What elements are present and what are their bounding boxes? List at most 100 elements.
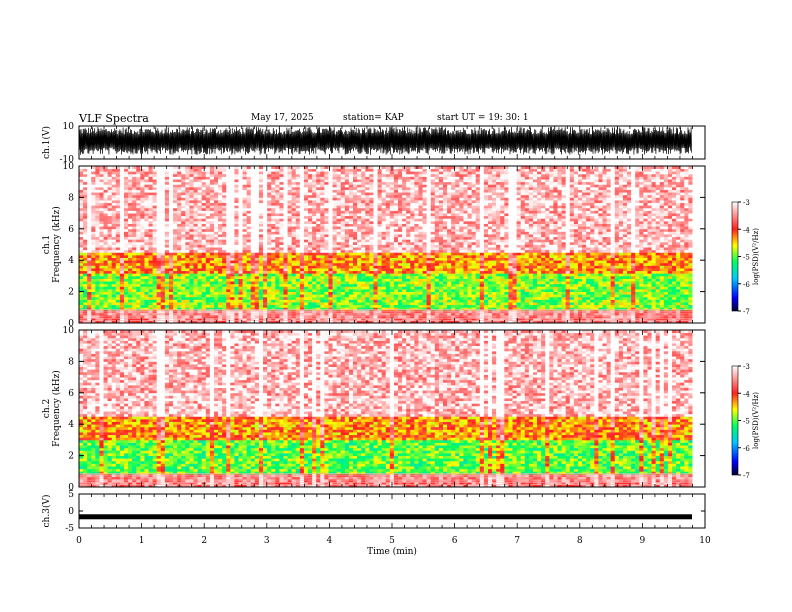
ch1-spec-cell xyxy=(344,181,350,185)
ch1-spec-cell xyxy=(132,202,137,206)
ch1-spec-cell xyxy=(87,283,92,287)
ch1-spec-cell xyxy=(168,249,174,253)
ch1-spec-cell xyxy=(177,270,182,274)
ch1-spec-cell xyxy=(393,307,399,311)
ch1-spec-cell xyxy=(164,302,170,306)
ch1-spec-cell xyxy=(213,231,219,235)
ch1-spec-cell xyxy=(357,189,362,193)
ch1-spec-cell xyxy=(173,304,178,308)
ch1-spec-cell xyxy=(381,202,387,206)
ch1-spec-cell xyxy=(197,320,203,324)
ch1-spec-cell xyxy=(201,179,207,183)
ch1-spec-cell xyxy=(87,179,92,183)
ch1-spec-cell xyxy=(246,200,252,204)
ch1-spec-cell xyxy=(83,218,88,222)
ch1-spec-cell xyxy=(275,275,280,279)
ch1-spec-cell xyxy=(238,283,243,287)
ch1-spec-cell xyxy=(230,218,235,222)
ch1-spec-cell xyxy=(218,294,223,298)
ch1-spec-cell xyxy=(213,202,219,206)
ch1-spec-cell xyxy=(291,181,297,185)
ch1-spec-cell xyxy=(308,320,313,324)
ch1-spec-cell xyxy=(389,296,395,300)
ch1-spec-cell xyxy=(365,320,370,324)
ch1-spec-cell xyxy=(369,223,374,227)
ch1-spec-cell xyxy=(201,296,207,300)
ch1-spec-cell xyxy=(361,278,366,282)
ch1-spec-cell xyxy=(168,200,174,204)
ch1-spec-cell xyxy=(201,231,207,235)
ch1-spec-cell xyxy=(332,312,338,316)
ch1-spec-cell xyxy=(291,262,297,266)
ch1-spec-cell xyxy=(128,244,133,248)
ch1-spec-cell xyxy=(128,262,133,266)
ch1-spec-cell xyxy=(267,294,272,298)
ch1-spec-cell xyxy=(303,234,309,238)
ch1-spec-cell xyxy=(258,312,264,316)
ch1-spec-cell xyxy=(267,304,272,308)
ch1-spec-cell xyxy=(250,268,256,272)
ch1-spec-cell xyxy=(152,275,158,279)
ch1-spec-cell xyxy=(254,179,260,183)
ch1-spec-cell xyxy=(205,241,211,245)
ch1-spec-cell xyxy=(373,210,378,214)
ch1-spec-cell xyxy=(299,304,305,308)
ch1-spec-cell xyxy=(344,275,350,279)
ch1-spec-cell xyxy=(291,210,297,214)
ch1-spec-cell xyxy=(83,304,88,308)
ch1-spec-cell xyxy=(279,210,284,214)
ch1-spec-cell xyxy=(164,205,170,209)
ch1-spec-cell xyxy=(267,189,272,193)
ch1-spec-cell xyxy=(136,320,141,324)
ch1-spec-cell xyxy=(152,205,158,209)
ch1-spec-cell xyxy=(398,241,403,245)
ch1-spec-cell xyxy=(123,265,129,269)
ch1-spec-cell xyxy=(79,181,84,185)
ch1-spec-cell xyxy=(144,218,149,222)
ch1-spec-cell xyxy=(226,168,231,172)
ch1-spec-cell xyxy=(357,262,362,266)
ch1-spec-cell xyxy=(209,213,215,217)
ch1-spec-cell xyxy=(357,260,362,264)
ch1-spec-cell xyxy=(250,260,256,264)
ch1-spec-cell xyxy=(381,249,387,253)
ch1-spec-cell xyxy=(177,257,182,261)
ch1-spec-cell xyxy=(299,296,305,300)
ch1-spec-cell xyxy=(406,268,411,272)
ch1-spec-cell xyxy=(316,304,321,308)
ch1-spec-cell xyxy=(99,268,104,272)
ch1-spec-cell xyxy=(107,312,113,316)
ch1-spec-cell xyxy=(136,220,141,224)
ch1-spec-cell xyxy=(344,168,350,172)
ch1-spec-cell xyxy=(246,189,252,193)
ch1-spec-cell xyxy=(344,218,350,222)
ch1-spec-cell xyxy=(136,179,141,183)
ch1-spec-cell xyxy=(111,200,117,204)
ch1-spec-cell xyxy=(312,218,317,222)
ch1-spec-cell xyxy=(291,307,297,311)
ch1-spec-cell xyxy=(164,192,170,196)
ch1-spec-cell xyxy=(164,186,170,190)
ch1-spec-cell xyxy=(254,265,260,269)
ch1-spec-cell xyxy=(357,299,362,303)
ch1-spec-cell xyxy=(267,273,272,277)
ch1-spec-cell xyxy=(308,257,313,261)
ch1-spec-cell xyxy=(373,320,378,324)
ch1-spec-cell xyxy=(271,262,276,266)
ch1-spec-cell xyxy=(389,268,395,272)
ch1-spec-cell xyxy=(295,252,301,256)
ch1-spec-cell xyxy=(393,249,399,253)
ch1-spec-cell xyxy=(402,278,407,282)
ch1-spec-cell xyxy=(197,213,203,217)
ch1-spec-cell xyxy=(357,231,362,235)
ch1-spec-cell xyxy=(99,226,104,230)
ch1-spec-cell xyxy=(295,236,301,240)
ch1-spec-cell xyxy=(369,252,374,256)
ch1-spec-cell xyxy=(348,192,354,196)
ch1-spec-cell xyxy=(213,205,219,209)
ch1-spec-cell xyxy=(230,312,235,316)
ch1-spec-cell xyxy=(107,260,113,264)
ch1-spec-cell xyxy=(291,268,297,272)
ch1-spec-cell xyxy=(173,202,178,206)
ch1-spec-cell xyxy=(107,299,113,303)
